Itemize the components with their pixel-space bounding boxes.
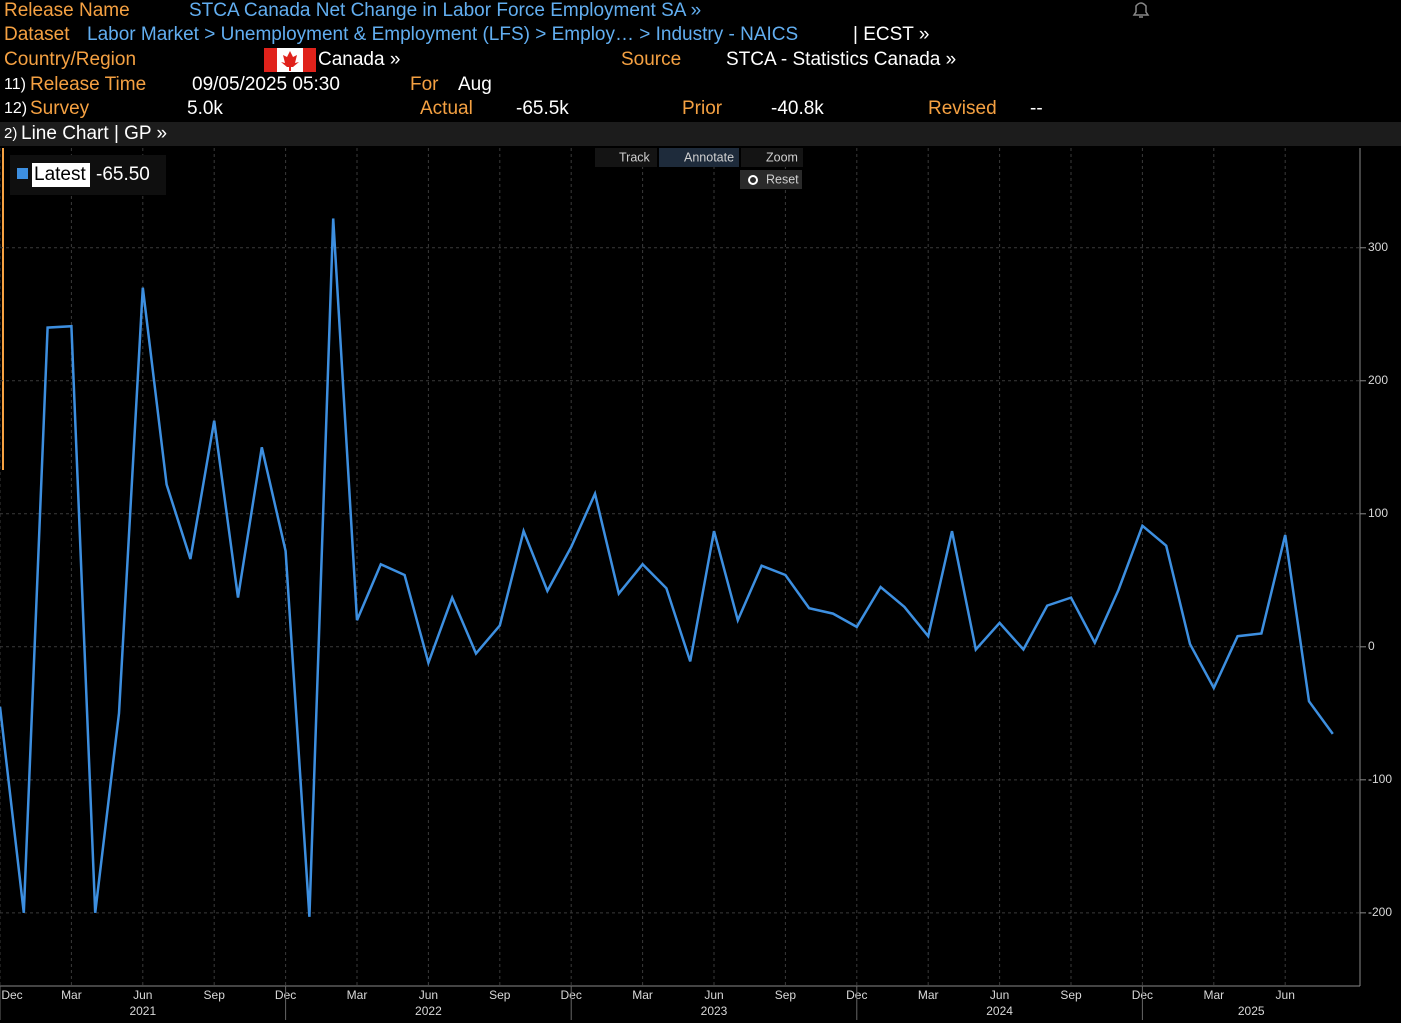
x-tick-label: Jun: [990, 988, 1009, 1002]
label[interactable]: Survey: [30, 98, 90, 119]
value: --: [1030, 98, 1043, 119]
menu-number: 12): [4, 100, 27, 117]
ticker[interactable]: | ECST »: [853, 24, 929, 45]
year-label: 2021: [129, 1004, 156, 1018]
y-tick-label: 0: [1368, 639, 1375, 653]
value: 09/05/2025 05:30: [192, 74, 340, 95]
legend-swatch: [17, 168, 28, 179]
annotate-button[interactable]: [659, 148, 739, 167]
label: Prior: [682, 98, 723, 119]
zoom-button[interactable]: [741, 148, 803, 167]
button-label[interactable]: Zoom: [766, 150, 798, 164]
menu-number: 11): [4, 76, 26, 93]
x-tick-label: Jun: [133, 988, 152, 1002]
label: Release Name: [4, 0, 130, 21]
reset-icon: [748, 175, 758, 185]
year-label: 2024: [986, 1004, 1013, 1018]
legend-highlight: [32, 163, 90, 187]
value: -40.8k: [771, 98, 824, 119]
toolbar-title[interactable]: Line Chart | GP »: [21, 123, 167, 144]
year-label: 2022: [415, 1004, 442, 1018]
legend-value: -65.50: [96, 164, 150, 185]
label: Source: [621, 49, 681, 70]
y-tick-label: -200: [1368, 905, 1392, 919]
year-label: 2023: [701, 1004, 728, 1018]
breadcrumb[interactable]: Labor Market > Unemployment & Employment…: [87, 24, 798, 45]
y-tick-label: 200: [1368, 373, 1388, 387]
y-tick-label: 300: [1368, 240, 1388, 254]
x-tick-label: Sep: [489, 988, 511, 1002]
y-tick-label: -100: [1368, 772, 1392, 786]
label: Revised: [928, 98, 997, 119]
x-tick-label: Sep: [204, 988, 226, 1002]
label[interactable]: Release Time: [30, 74, 146, 95]
series-line: [0, 218, 1334, 917]
button-label[interactable]: Reset: [766, 172, 799, 186]
button-label[interactable]: Track: [619, 150, 651, 164]
y-tick-label: 100: [1368, 506, 1388, 520]
flag: [264, 48, 316, 72]
label: Country/Region: [4, 49, 136, 70]
x-tick-label: Jun: [419, 988, 438, 1002]
x-tick-label: Mar: [632, 988, 653, 1002]
year-label: 2025: [1238, 1004, 1265, 1018]
track-button[interactable]: [595, 148, 657, 167]
bell-icon[interactable]: [1132, 2, 1150, 18]
x-tick-label: Jun: [1276, 988, 1295, 1002]
x-tick-label: Sep: [1060, 988, 1082, 1002]
label: For: [410, 74, 439, 95]
country[interactable]: Canada »: [318, 49, 400, 70]
label: Actual: [420, 98, 473, 119]
value: -65.5k: [516, 98, 569, 119]
toolbar: [0, 122, 1401, 146]
label: Dataset: [4, 24, 70, 45]
value: Aug: [458, 74, 492, 95]
orange-marker: [2, 148, 4, 470]
x-tick-label: Dec: [1, 988, 22, 1002]
x-tick-label: Mar: [347, 988, 368, 1002]
x-tick-label: Mar: [1203, 988, 1224, 1002]
release-link[interactable]: STCA Canada Net Change in Labor Force Em…: [189, 0, 701, 21]
x-tick-label: Jun: [704, 988, 723, 1002]
menu-number: 2): [4, 125, 17, 142]
x-tick-label: Mar: [918, 988, 939, 1002]
x-tick-label: Sep: [775, 988, 797, 1002]
value: 5.0k: [187, 98, 223, 119]
source[interactable]: STCA - Statistics Canada »: [726, 49, 956, 70]
button-label[interactable]: Annotate: [684, 150, 734, 164]
x-tick-label: Mar: [61, 988, 82, 1002]
legend-name: Latest: [34, 164, 86, 185]
